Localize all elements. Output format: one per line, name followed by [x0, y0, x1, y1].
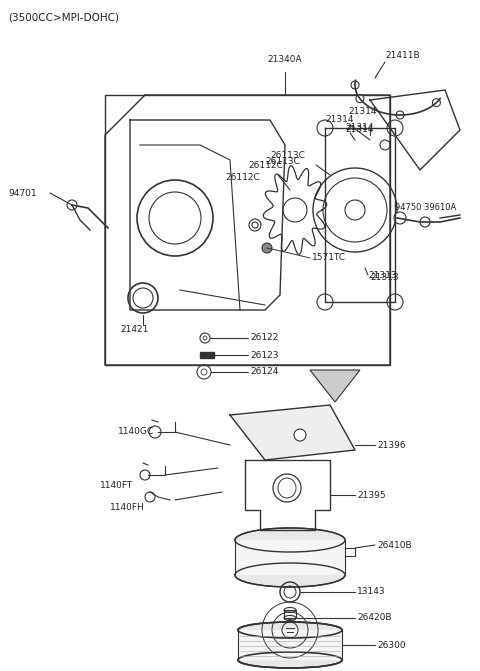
- Ellipse shape: [235, 528, 345, 552]
- Ellipse shape: [238, 622, 342, 638]
- Text: 21340A: 21340A: [268, 56, 302, 64]
- Text: 26113C: 26113C: [270, 150, 305, 160]
- Circle shape: [67, 200, 77, 210]
- Text: 1140FH: 1140FH: [110, 503, 145, 511]
- Text: 26112C: 26112C: [248, 160, 283, 170]
- Text: 21396: 21396: [377, 440, 406, 450]
- Circle shape: [380, 140, 390, 150]
- Polygon shape: [310, 370, 360, 402]
- Text: 1571TC: 1571TC: [312, 254, 346, 262]
- Text: 1140FT: 1140FT: [100, 482, 133, 491]
- Text: 26122: 26122: [250, 333, 278, 342]
- Circle shape: [249, 219, 261, 231]
- Text: 26420B: 26420B: [357, 613, 392, 623]
- Circle shape: [262, 243, 272, 253]
- Circle shape: [356, 95, 364, 103]
- Ellipse shape: [235, 563, 345, 587]
- Text: 21421: 21421: [120, 325, 148, 335]
- Text: 94750 39610A: 94750 39610A: [395, 203, 456, 213]
- Circle shape: [351, 81, 359, 89]
- Polygon shape: [230, 405, 355, 460]
- Text: 26410B: 26410B: [377, 541, 412, 550]
- Text: 21395: 21395: [357, 491, 385, 499]
- Text: 26113C: 26113C: [265, 158, 300, 166]
- Polygon shape: [200, 352, 214, 358]
- Text: 21314: 21314: [326, 115, 354, 125]
- Text: 21411B: 21411B: [385, 50, 420, 60]
- Text: 26124: 26124: [250, 368, 278, 376]
- Text: 21313: 21313: [368, 270, 396, 280]
- Text: 21314: 21314: [345, 123, 373, 132]
- Bar: [105, 95, 390, 365]
- Circle shape: [394, 212, 406, 224]
- Text: 94701: 94701: [8, 189, 36, 197]
- Text: 21314: 21314: [345, 125, 373, 134]
- Text: 26300: 26300: [377, 641, 406, 650]
- Bar: [238, 630, 342, 660]
- Text: (3500CC>MPI-DOHC): (3500CC>MPI-DOHC): [8, 13, 119, 23]
- Circle shape: [420, 217, 430, 227]
- Text: 26112C: 26112C: [225, 172, 260, 181]
- Bar: [235, 540, 345, 575]
- Text: 13143: 13143: [357, 588, 385, 597]
- Ellipse shape: [238, 652, 342, 668]
- Circle shape: [432, 99, 441, 107]
- Text: 21314: 21314: [348, 107, 376, 117]
- Text: 21313: 21313: [370, 274, 398, 282]
- Text: 26123: 26123: [250, 350, 278, 360]
- Circle shape: [294, 429, 306, 441]
- Circle shape: [396, 111, 404, 119]
- Text: 1140GC: 1140GC: [118, 427, 154, 437]
